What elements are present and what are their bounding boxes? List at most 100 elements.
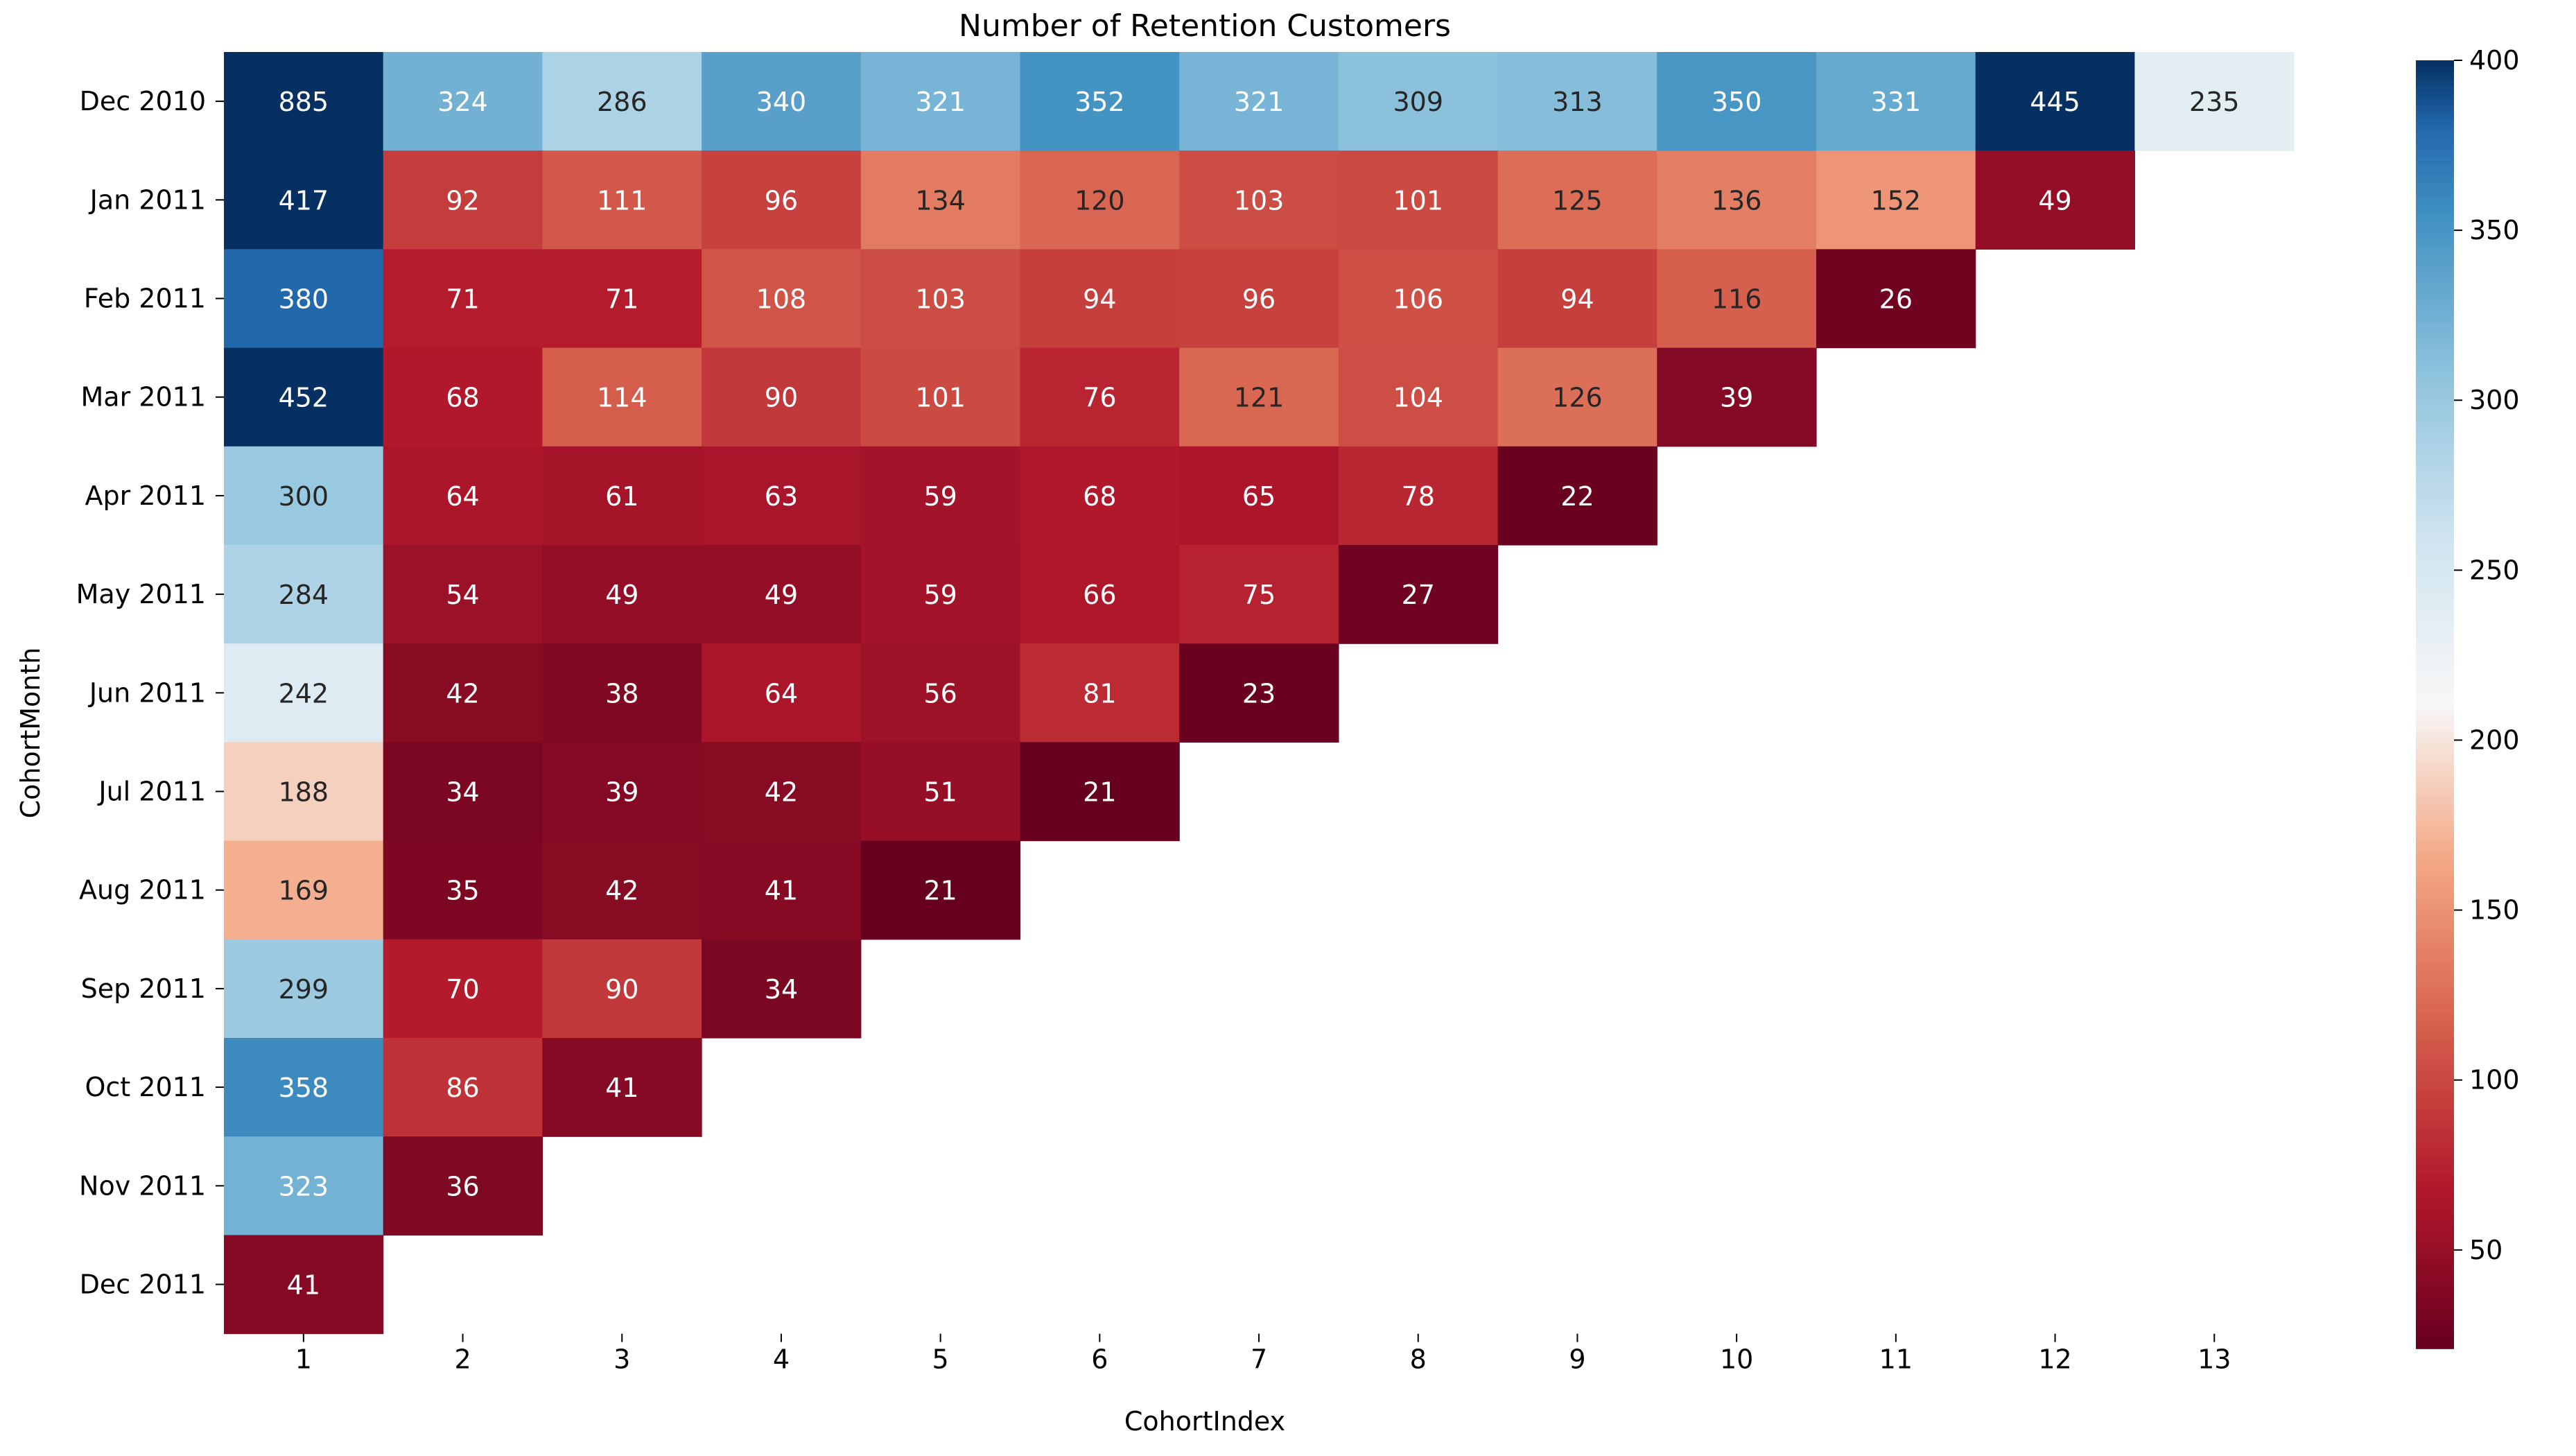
cell-value-label: 114 [597,383,647,413]
colorbar-segment [2416,743,2454,750]
colorbar-tick-label: 200 [2469,725,2520,755]
colorbar-segment [2416,286,2454,293]
colorbar-segment [2416,1329,2454,1337]
colorbar-segment [2416,640,2454,648]
cell-value-label: 120 [1074,185,1125,216]
colorbar-segment [2416,897,2454,905]
y-axis-label: CohortMonth [15,648,46,819]
colorbar-segment [2416,427,2454,435]
colorbar-segment [2416,414,2454,422]
colorbar-segment [2416,1271,2454,1279]
colorbar-segment [2416,826,2454,834]
colorbar-segment [2416,196,2454,203]
cell-value-label: 66 [1083,580,1116,610]
colorbar-segment [2416,1071,2454,1079]
colorbar-segment [2416,1000,2454,1008]
heatmap-cell [860,446,1021,546]
cell-value-label: 59 [923,580,957,610]
colorbar-segment [2416,189,2454,196]
colorbar-segment [2416,1181,2454,1188]
colorbar-segment [2416,363,2454,370]
cell-value-label: 92 [446,185,479,216]
cell-value-label: 380 [279,284,329,315]
heatmap-cell [702,545,862,644]
colorbar-segment [2416,1316,2454,1324]
cell-value-label: 452 [279,383,329,413]
colorbar-segment [2416,910,2454,918]
colorbar-segment [2416,137,2454,145]
colorbar-segment [2416,440,2454,448]
heatmap-cell [542,742,702,842]
colorbar-segment [2416,550,2454,557]
heatmap-cell [1497,347,1657,447]
cell-value-label: 41 [287,1270,320,1301]
heatmap-cell [1975,150,2135,250]
heatmap-cell [1816,249,1976,349]
cell-value-label: 27 [1402,580,1435,610]
heatmap-cell [702,347,862,447]
colorbar-segment [2416,1065,2454,1073]
cell-value-label: 111 [597,185,647,216]
cell-value-label: 323 [279,1171,329,1202]
colorbar-segment [2416,1123,2454,1130]
cell-value-label: 41 [605,1073,638,1103]
colorbar-segment [2416,163,2454,171]
colorbar-segment [2416,936,2454,944]
colorbar-segment [2416,1226,2454,1233]
colorbar-segment [2416,711,2454,718]
cell-value-label: 90 [605,974,638,1005]
colorbar-segment [2416,112,2454,119]
colorbar-segment [2416,781,2454,789]
colorbar-segment [2416,382,2454,390]
heatmap-cell [1179,347,1339,447]
heatmap-cell [542,1038,702,1137]
heatmap-cell [1179,52,1339,151]
colorbar-segment [2416,749,2454,757]
heatmap-cell [1338,347,1499,447]
heatmap-cell [1338,446,1499,546]
colorbar-segment [2416,356,2454,364]
colorbar-segment [2416,878,2454,885]
heatmap-cell [383,742,543,842]
colorbar-segment [2416,666,2454,673]
colorbar-segment [2416,247,2454,254]
colorbar-segment [2416,298,2454,306]
heatmap-cell [1338,545,1499,644]
heatmap-cell [702,840,862,940]
colorbar-segment [2416,259,2454,268]
heatmap-cell [1816,150,1976,250]
cell-value-label: 61 [605,481,638,512]
cell-value-label: 136 [1712,185,1762,216]
heatmap-cell [1020,52,1180,151]
cell-value-label: 352 [1074,87,1125,117]
colorbar-segment [2416,517,2454,525]
heatmap-cell [702,742,862,842]
y-tick-label: Feb 2011 [84,284,206,314]
cell-value-label: 76 [1083,383,1116,413]
cell-value-label: 64 [446,481,479,512]
colorbar-segment [2416,730,2454,738]
heatmap-cell [1497,52,1657,151]
colorbar-segment [2416,505,2454,512]
heatmap-cell [542,643,702,743]
cell-value-label: 90 [765,383,798,413]
heatmap-cell [860,840,1021,940]
x-tick-label: 2 [454,1344,471,1375]
colorbar-segment [2416,492,2454,499]
cell-value-label: 64 [765,678,798,709]
heatmap-cell [1338,249,1499,349]
heatmap-cell [224,1136,384,1236]
colorbar-segment [2416,1103,2454,1111]
colorbar-segment [2416,1342,2454,1349]
colorbar-segment [2416,1232,2454,1240]
colorbar-segment [2416,820,2454,828]
colorbar-segment [2416,1265,2454,1272]
cell-value-label: 358 [279,1073,329,1103]
colorbar-segment [2416,987,2454,995]
colorbar-segment [2416,975,2454,982]
heatmap-cell [1975,52,2135,151]
x-tick-label: 12 [2038,1344,2071,1375]
x-tick-label: 8 [1410,1344,1427,1375]
heatmap-cell [1497,446,1657,546]
